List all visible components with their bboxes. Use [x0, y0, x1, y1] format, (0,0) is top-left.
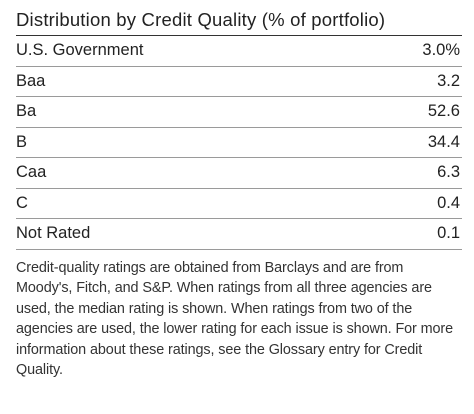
table-row: B 34.4 [16, 128, 462, 158]
rating-value: 34.4 [427, 132, 460, 151]
table-row: Not Rated 0.1 [16, 219, 462, 250]
rating-value: 3.0% [422, 41, 460, 60]
rating-value: 0.4 [437, 193, 460, 212]
table-row: Baa 3.2 [16, 67, 462, 97]
rating-label: C [16, 193, 28, 212]
table-row: U.S. Government 3.0% [16, 36, 462, 67]
rating-value: 52.6 [427, 102, 460, 121]
rating-label: Not Rated [16, 224, 91, 243]
rating-label: B [16, 132, 28, 151]
table-title: Distribution by Credit Quality (% of por… [16, 0, 462, 36]
rating-label: U.S. Government [16, 41, 144, 60]
rating-label: Caa [16, 163, 47, 182]
rating-value: 0.1 [437, 224, 460, 243]
rating-value: 6.3 [437, 163, 460, 182]
footnote-text: Credit-quality ratings are obtained from… [16, 259, 454, 379]
rating-value: 3.2 [437, 71, 460, 90]
rating-label: Baa [16, 71, 46, 90]
rating-label: Ba [16, 102, 37, 121]
table-row: Caa 6.3 [16, 158, 462, 189]
credit-quality-table: U.S. Government 3.0% Baa 3.2 Ba 52.6 B 3… [16, 36, 462, 250]
table-row: Ba 52.6 [16, 97, 462, 128]
table-row: C 0.4 [16, 189, 462, 219]
